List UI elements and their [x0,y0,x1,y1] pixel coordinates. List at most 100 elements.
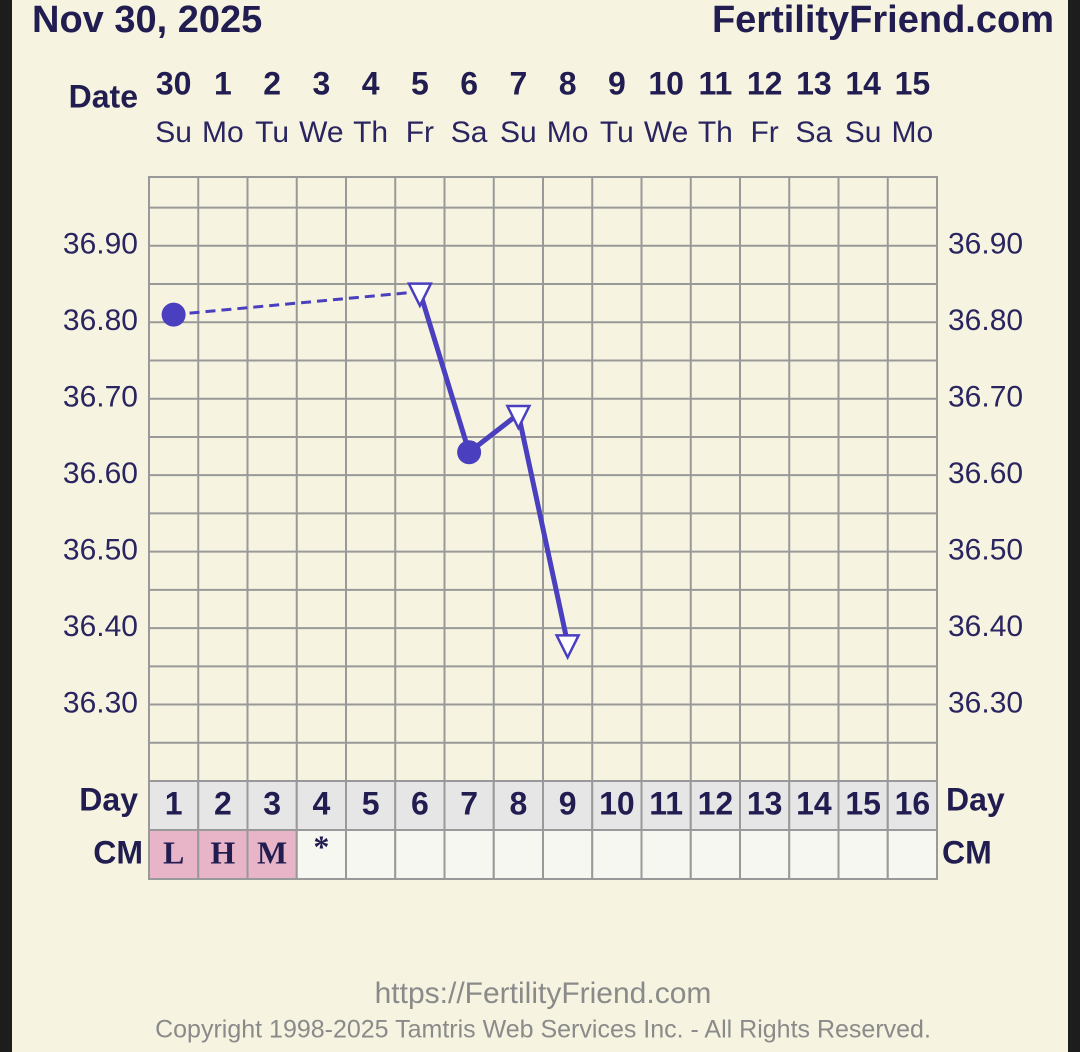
y2-tick-label: 36.50 [948,534,1023,567]
y-tick-label: 36.90 [63,228,138,261]
x-tick-label: 13 [747,785,783,821]
cm-cell [739,829,791,880]
cm-cell [788,829,840,880]
cm-label-right: CM [942,834,992,870]
cm-value: M [257,834,287,870]
marker-triangle [406,282,433,309]
y2-tick-label: 36.90 [948,228,1023,261]
cm-value: L [163,834,184,870]
weekday-label: Sa [451,116,488,149]
temperature-line [417,290,571,644]
cm-cell [394,829,446,880]
x-tick-label: 6 [411,785,429,821]
x-tick-label: 3 [263,785,281,821]
day-cell [492,780,544,831]
y-tick-label: 36.40 [63,610,138,643]
cm-value: * [313,828,329,864]
marker-triangle [554,634,581,661]
weekday-label: We [644,116,688,149]
site-name: FertilityFriend.com [712,0,1054,41]
x-tick-label: 2 [214,785,232,821]
gap-connector [173,290,421,317]
date-label: 13 [796,65,832,101]
x-tick-label: 16 [895,785,931,821]
x-tick-label: 1 [165,785,183,821]
weekday-label: Sa [796,116,833,149]
day-cell [295,780,347,831]
cm-cell [689,829,741,880]
date-label: 8 [559,65,577,101]
cm-cell [492,829,544,880]
weekday-label: Tu [255,116,289,149]
marker-circle [161,302,186,327]
weekday-label: Mo [547,116,589,149]
x-tick-label: 12 [698,785,734,821]
cm-cell [542,829,594,880]
copyright: Copyright 1998-2025 Tamtris Web Services… [155,1016,931,1044]
x-tick-label: 5 [362,785,380,821]
day-cell [345,780,397,831]
marker-circle [457,440,482,465]
y-tick-label: 36.60 [63,457,138,490]
weekday-label: Mo [892,116,934,149]
date-label: 7 [509,65,527,101]
date-label: 4 [362,65,380,101]
weekday-label: Su [500,116,537,149]
date-label: 3 [312,65,330,101]
day-cell [689,780,741,831]
date-label: Date [69,78,138,114]
x-tick-label: 8 [509,785,527,821]
date-label: 2 [263,65,281,101]
x-tick-label: 4 [312,785,330,821]
day-label-right: Day [946,781,1005,817]
x-tick-label: 11 [649,785,683,821]
cm-cell [246,829,298,880]
x-tick-label: 9 [559,785,577,821]
weekday-label: Th [353,116,388,149]
date-label: 6 [460,65,478,101]
x-tick-label: 10 [599,785,635,821]
y-tick-label: 36.80 [63,304,138,337]
day-cell [886,780,938,831]
cm-cell [591,829,643,880]
y2-tick-label: 36.60 [948,457,1023,490]
date-label: 14 [845,65,881,101]
x-tick-label: 15 [845,785,881,821]
cm-cell [197,829,249,880]
y-tick-label: 36.70 [63,381,138,414]
cm-cell [640,829,692,880]
y-tick-label: 36.30 [63,686,138,719]
day-cell [394,780,446,831]
footer-url[interactable]: https://FertilityFriend.com [375,977,712,1010]
weekday-label: Fr [750,116,778,149]
y2-tick-label: 36.40 [948,610,1023,643]
y-tick-label: 36.50 [63,534,138,567]
y2-tick-label: 36.30 [948,686,1023,719]
cm-cell [837,829,889,880]
cm-cell [886,829,938,880]
weekday-label: Th [698,116,733,149]
weekday-label: Su [155,116,192,149]
date-label: 15 [895,65,931,101]
marker-triangle [505,404,532,431]
date-label: 1 [214,65,232,101]
date-label: 12 [747,65,783,101]
weekday-label: Tu [600,116,634,149]
cm-label: CM [93,834,143,870]
date-label: 30 [156,65,192,101]
cm-value: H [210,834,235,870]
date-label: 10 [648,65,684,101]
date-label: 9 [608,65,626,101]
y2-tick-label: 36.80 [948,304,1023,337]
y2-tick-label: 36.70 [948,381,1023,414]
cm-cell [345,829,397,880]
weekday-label: Mo [202,116,244,149]
date-label: 5 [411,65,429,101]
day-label: Day [79,781,138,817]
x-tick-label: 14 [796,785,832,821]
x-tick-label: 7 [460,785,478,821]
weekday-label: We [299,116,343,149]
weekday-label: Fr [406,116,434,149]
